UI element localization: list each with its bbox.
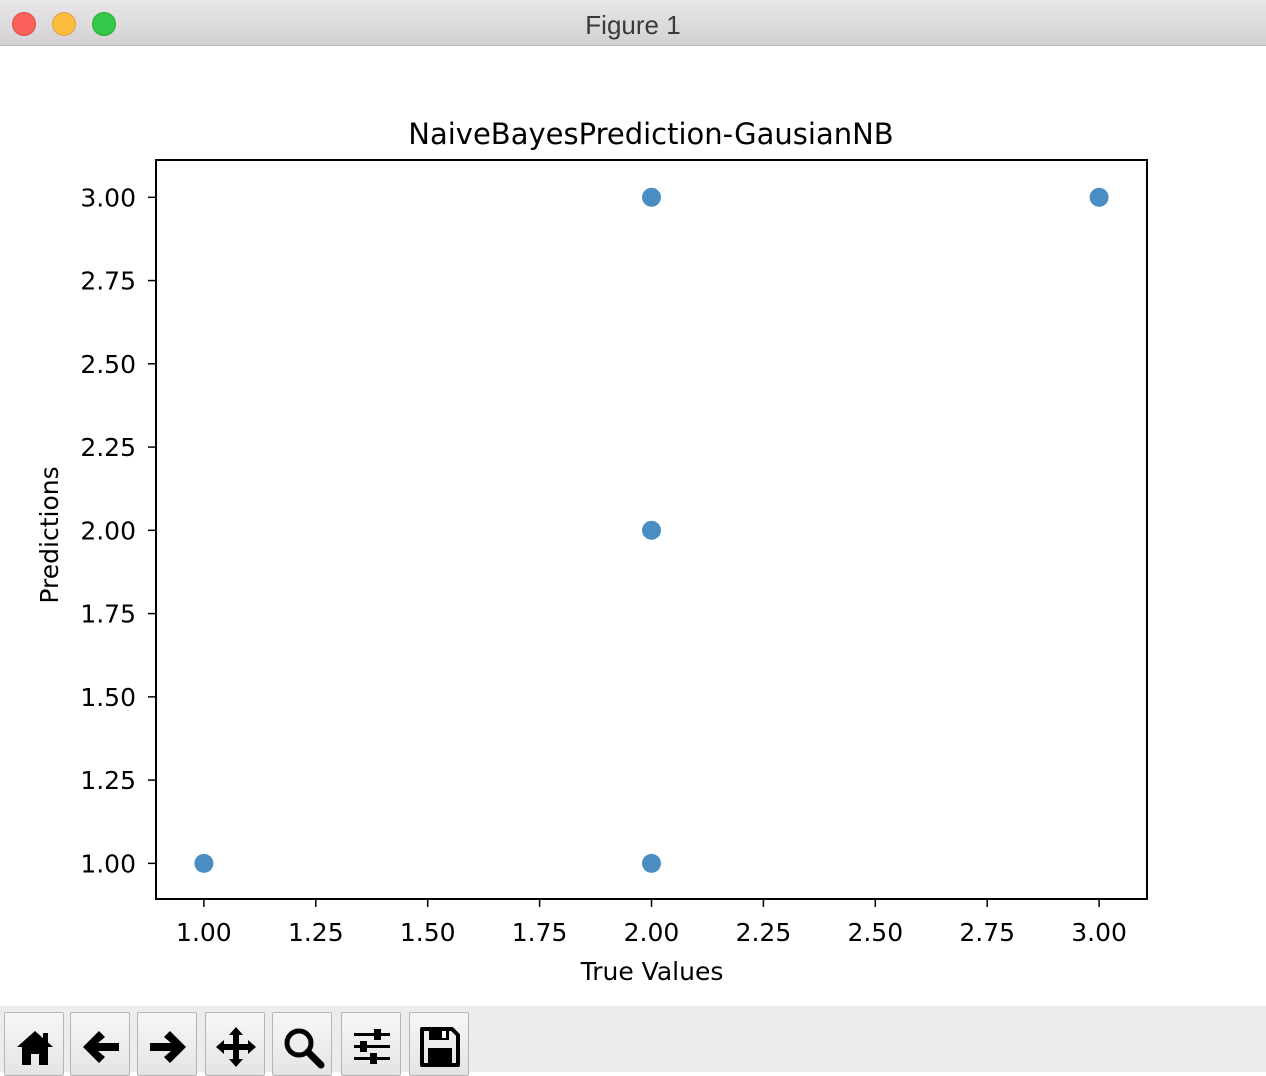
back-button[interactable]	[70, 1012, 130, 1076]
x-tick-label: 1.75	[512, 918, 568, 947]
x-tick-label: 1.00	[176, 918, 232, 947]
window-title: Figure 1	[585, 10, 681, 40]
y-tick-label: 2.25	[80, 433, 136, 462]
home-button[interactable]	[4, 1012, 64, 1076]
sliders-icon	[354, 1029, 390, 1064]
axes: 1.00 1.25 1.50 1.75 2.00 2.25 2.50 2.75 3.00 1.00…	[80, 159, 1148, 947]
data-point	[642, 520, 661, 540]
x-tick-label: 2.25	[736, 918, 792, 947]
y-tick-label: 3.00	[80, 183, 136, 212]
y-tick-label: 2.00	[80, 516, 136, 545]
forward-button[interactable]	[137, 1012, 197, 1076]
minimize-window-button[interactable]	[52, 12, 76, 36]
data-point	[642, 853, 661, 873]
x-tick-label: 1.25	[288, 918, 344, 947]
scatter-plot: NaiveBayesPrediction-GausianNB 1.00 1.25 1…	[35, 117, 1148, 986]
y-tick-label: 2.50	[80, 350, 136, 379]
save-button[interactable]	[409, 1012, 469, 1076]
window-titlebar: Figure 1	[0, 0, 1266, 46]
y-tick-label: 1.25	[80, 766, 136, 795]
x-tick-label: 2.75	[959, 918, 1015, 947]
data-point	[1089, 187, 1109, 207]
zoom-button[interactable]	[272, 1012, 332, 1076]
move-icon	[216, 1027, 256, 1067]
x-tick-label: 1.50	[400, 918, 456, 947]
y-tick-label: 1.75	[80, 600, 136, 629]
y-tick-label: 2.75	[80, 267, 136, 296]
navigation-toolbar	[0, 1006, 1266, 1076]
home-icon	[17, 1031, 53, 1065]
data-point	[642, 187, 661, 207]
maximize-window-button[interactable]	[92, 12, 116, 36]
x-tick-label: 2.00	[624, 918, 680, 947]
floppy-disk-icon	[420, 1027, 460, 1067]
chart-title: NaiveBayesPrediction-GausianNB	[408, 117, 893, 151]
y-tick-label: 1.00	[80, 849, 136, 878]
close-window-button[interactable]	[12, 12, 36, 36]
x-tick-label: 3.00	[1071, 918, 1127, 947]
y-axis-label: Predictions	[35, 466, 64, 603]
x-axis-label: True Values	[580, 957, 724, 986]
data-point	[194, 853, 214, 873]
configure-subplots-button[interactable]	[341, 1012, 401, 1076]
y-tick-label: 1.50	[80, 683, 136, 712]
arrow-left-icon	[83, 1031, 119, 1063]
magnifier-icon	[284, 1028, 325, 1069]
pan-button[interactable]	[205, 1012, 265, 1076]
arrow-right-icon	[150, 1031, 186, 1063]
x-tick-label: 2.50	[847, 918, 903, 947]
